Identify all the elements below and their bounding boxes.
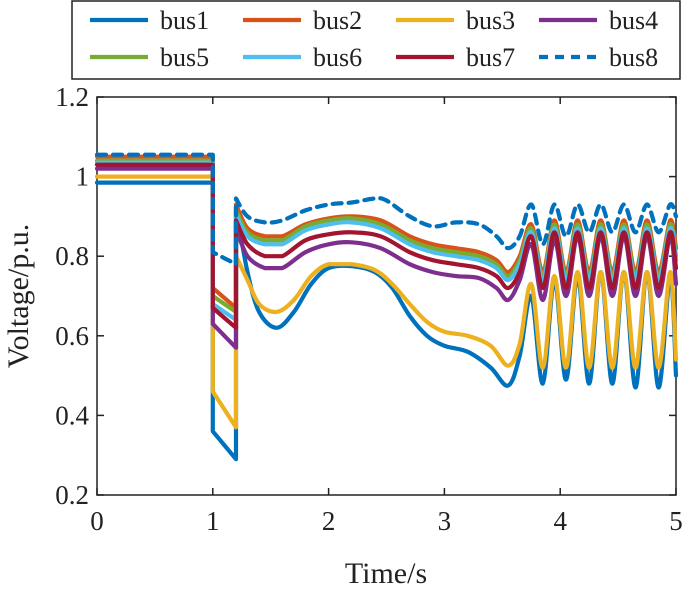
legend-label-bus7: bus7 [466,43,515,72]
y-tick-label: 0.8 [55,241,89,271]
series-layer [94,152,679,462]
series-line-bus4 [94,166,679,350]
series-line-bus3 [94,174,679,430]
plot-area-frame [96,96,677,496]
x-axis-label: Time/s [345,557,427,590]
legend-box [71,0,681,80]
legend-label-bus6: bus6 [313,43,362,72]
legend-label-bus4: bus4 [609,6,658,35]
y-tick-label: 1 [76,162,90,192]
y-tick-label: 0.2 [55,480,89,510]
legend-label-bus2: bus2 [313,6,362,35]
y-tick-label: 0.6 [55,321,89,351]
x-tick-label: 1 [206,506,220,536]
x-tick-label: 4 [553,506,567,536]
x-tick-label: 0 [90,506,104,536]
y-tick-label: 1.2 [55,82,89,112]
series-line-bus7 [94,162,679,330]
legend: bus1 bus2 bus3 bus4 bus5 bus6 bus7 bus8 [71,0,681,80]
legend-label-bus1: bus1 [160,6,209,35]
legend-label-bus8: bus8 [609,43,658,72]
x-tick-label: 3 [438,506,452,536]
y-tick-label: 0.4 [55,400,89,430]
legend-label-bus3: bus3 [466,6,515,35]
x-tick-label: 5 [669,506,683,536]
series-line-bus8 [94,152,679,267]
legend-label-bus5: bus5 [160,43,209,72]
y-axis-label: Voltage/p.u. [2,224,35,368]
axis-ticks: 0 1 2 3 4 5 0.2 0.4 0.6 0.8 1 1.2 [55,82,683,536]
x-tick-label: 2 [322,506,336,536]
